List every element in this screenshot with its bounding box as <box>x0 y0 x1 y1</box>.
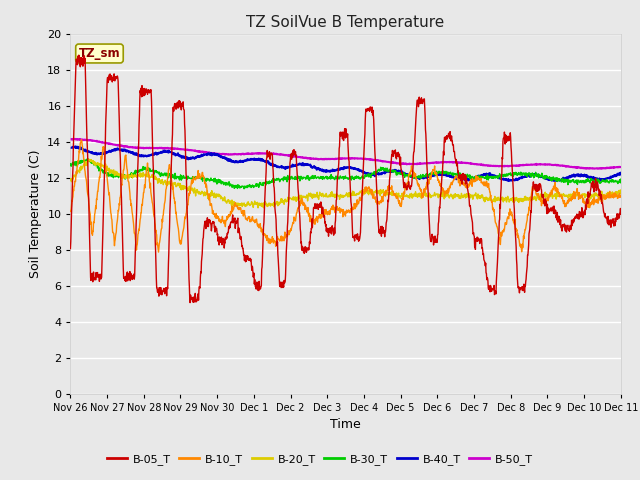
B-20_T <box>132 174 140 180</box>
Line: B-40_T: B-40_T <box>70 146 621 181</box>
B-50_T <box>109 142 117 147</box>
B-40_T <box>505 178 513 184</box>
B-50_T <box>312 156 319 162</box>
B-50_T <box>380 158 388 164</box>
B-30_T <box>312 175 320 181</box>
Line: B-30_T: B-30_T <box>70 159 621 189</box>
Legend: B-05_T, B-10_T, B-20_T, B-30_T, B-40_T, B-50_T: B-05_T, B-10_T, B-20_T, B-30_T, B-40_T, … <box>102 450 538 469</box>
B-50_T <box>71 136 79 142</box>
X-axis label: Time: Time <box>330 418 361 431</box>
B-10_T <box>322 207 330 213</box>
Line: B-10_T: B-10_T <box>70 140 621 252</box>
B-05_T <box>617 211 625 217</box>
B-50_T <box>617 164 625 170</box>
B-10_T <box>132 241 140 247</box>
B-30_T <box>381 167 388 173</box>
B-30_T <box>67 161 74 167</box>
B-05_T <box>301 247 308 253</box>
Y-axis label: Soil Temperature (C): Soil Temperature (C) <box>29 149 42 278</box>
B-05_T <box>67 246 74 252</box>
B-10_T <box>67 208 74 214</box>
B-05_T <box>132 239 140 244</box>
B-05_T <box>322 222 330 228</box>
B-30_T <box>132 168 140 173</box>
B-20_T <box>381 191 388 196</box>
B-20_T <box>84 156 92 162</box>
B-10_T <box>77 137 85 143</box>
B-40_T <box>132 151 140 157</box>
B-50_T <box>67 136 74 142</box>
B-40_T <box>300 161 308 167</box>
B-40_T <box>617 171 625 177</box>
B-50_T <box>300 155 308 160</box>
B-05_T <box>381 229 388 235</box>
B-30_T <box>322 174 330 180</box>
B-20_T <box>254 205 262 211</box>
Line: B-05_T: B-05_T <box>70 55 621 302</box>
B-30_T <box>240 186 248 192</box>
B-05_T <box>109 77 117 83</box>
B-10_T <box>155 249 163 255</box>
B-20_T <box>67 176 74 181</box>
B-40_T <box>312 164 319 170</box>
B-10_T <box>381 190 388 196</box>
Line: B-50_T: B-50_T <box>70 139 621 168</box>
B-10_T <box>109 230 117 236</box>
B-30_T <box>84 156 92 162</box>
B-40_T <box>322 169 330 175</box>
B-05_T <box>186 300 194 305</box>
Line: B-20_T: B-20_T <box>70 159 621 208</box>
Title: TZ SoilVue B Temperature: TZ SoilVue B Temperature <box>246 15 445 30</box>
B-20_T <box>301 194 308 200</box>
B-40_T <box>72 144 79 149</box>
B-05_T <box>312 206 320 212</box>
B-20_T <box>617 190 625 196</box>
B-50_T <box>322 156 330 162</box>
B-30_T <box>617 176 625 182</box>
B-10_T <box>301 202 308 208</box>
B-30_T <box>109 175 117 180</box>
B-40_T <box>109 148 117 154</box>
B-20_T <box>109 168 117 173</box>
B-10_T <box>617 192 625 198</box>
Text: TZ_sm: TZ_sm <box>79 47 120 60</box>
B-40_T <box>67 145 74 151</box>
B-20_T <box>312 192 320 198</box>
B-30_T <box>301 175 308 180</box>
B-20_T <box>322 191 330 196</box>
B-50_T <box>132 145 140 151</box>
B-05_T <box>75 52 83 58</box>
B-40_T <box>380 169 388 175</box>
B-10_T <box>312 215 320 221</box>
B-50_T <box>595 166 602 171</box>
